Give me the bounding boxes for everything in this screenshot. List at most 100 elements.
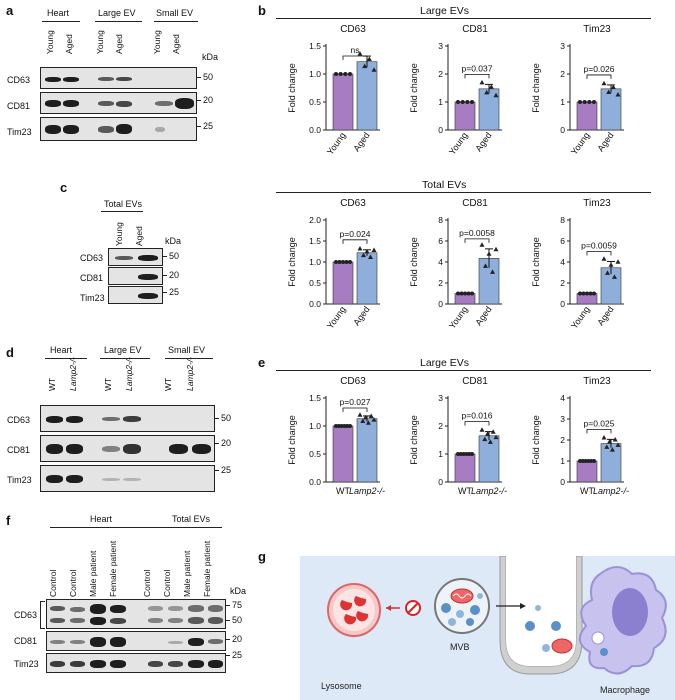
bar <box>454 101 476 131</box>
significance-bracket <box>342 239 368 244</box>
data-point <box>583 459 588 463</box>
blot-f-strip-tim23 <box>46 653 226 673</box>
data-point <box>606 89 612 94</box>
data-point <box>592 100 596 104</box>
y-tick-label: 0 <box>560 477 565 487</box>
blot-f-strip-cd81 <box>46 631 226 651</box>
data-point <box>368 254 373 259</box>
y-tick-label: 3 <box>438 41 443 51</box>
y-tick-label: 0.0 <box>309 125 321 135</box>
data-point <box>493 92 499 98</box>
blot-d-marker-50: 50 <box>221 413 232 423</box>
y-tick-label: 1.5 <box>309 393 321 403</box>
data-point <box>470 291 474 296</box>
y-tick-label: 4 <box>560 257 565 267</box>
y-tick-label: 6 <box>560 236 565 246</box>
data-point <box>342 424 347 428</box>
data-point <box>461 452 466 456</box>
ev-particle <box>542 644 550 652</box>
chart-b6: Tim23 Fold change 0 2 4 6 8 Young Aged p=0.0059 <box>531 198 624 331</box>
blot-a-lane-6: Aged <box>171 34 181 54</box>
data-point <box>479 79 485 85</box>
data-point <box>366 56 372 61</box>
data-point <box>601 256 607 261</box>
blot-a-marker-25: 25 <box>203 121 214 131</box>
y-tick-label: 3 <box>560 41 565 51</box>
y-tick-label: 0 <box>560 125 565 135</box>
data-point <box>615 442 621 447</box>
data-point <box>581 291 586 296</box>
y-tick-label: 3 <box>438 393 443 403</box>
data-point <box>345 424 350 428</box>
chart-title: CD81 <box>462 24 488 35</box>
data-point <box>371 247 377 252</box>
chart-title: CD63 <box>340 376 366 387</box>
data-point <box>368 413 374 419</box>
data-point <box>456 100 460 104</box>
blot-a-unit: kDa <box>202 52 219 62</box>
blocked-icon <box>405 600 421 616</box>
bar <box>454 453 476 483</box>
data-point <box>592 459 596 463</box>
data-point <box>479 427 485 432</box>
blot-d-lane-5: WT <box>163 377 173 391</box>
y-tick-label: 2 <box>560 435 565 445</box>
panel-label-f: f <box>6 513 11 528</box>
y-axis-label: Fold change <box>531 63 541 113</box>
data-point <box>490 429 496 434</box>
bar <box>356 418 378 483</box>
blot-d-lane-1: WT <box>47 377 57 391</box>
chart-title: CD81 <box>462 198 488 209</box>
significance-bracket <box>586 74 612 79</box>
y-tick-label: 0.5 <box>309 449 321 459</box>
bar <box>332 261 354 305</box>
blot-f-row-cd81: CD81 <box>14 636 38 646</box>
lysosome-label: Lysosome <box>321 681 362 691</box>
y-axis-label: Fold change <box>531 237 541 287</box>
y-tick-label: 0.0 <box>309 299 321 309</box>
data-point <box>486 251 492 256</box>
blot-a-group-small-ev: Small EV <box>156 8 194 18</box>
data-point <box>456 291 460 296</box>
x-tick-label: Young <box>325 304 348 330</box>
y-tick-label: 1 <box>560 97 565 107</box>
blot-c-marker-20: 20 <box>169 270 180 280</box>
data-point <box>343 72 348 76</box>
x-tick-label: Young <box>447 130 470 156</box>
data-point <box>607 439 613 444</box>
data-point <box>464 452 469 456</box>
data-point <box>339 424 344 428</box>
mvb-icon <box>434 578 490 634</box>
mitochondria-icon <box>551 638 573 654</box>
chart-title: Tim23 <box>583 376 611 387</box>
data-point <box>334 72 338 76</box>
data-point <box>578 100 582 104</box>
chart-b1: CD63 Fold change 0.0 0.5 1.0 1.5 Young Aged ns <box>287 24 380 157</box>
mvb-label: MVB <box>450 642 470 652</box>
data-point <box>371 417 377 422</box>
nucleus-icon <box>612 588 648 636</box>
x-tick-label: Young <box>447 304 470 330</box>
data-point <box>357 51 363 56</box>
data-point <box>459 291 464 296</box>
chart-b2: CD81 Fold change 0 1 2 3 Young Aged p=0.037 <box>409 24 502 157</box>
data-point <box>490 269 495 274</box>
y-tick-label: 1 <box>438 97 443 107</box>
significance-bracket <box>464 421 490 426</box>
panel-label-d: d <box>6 345 14 360</box>
blot-a-marker-50: 50 <box>203 72 214 82</box>
macrophage-label: Macrophage <box>600 685 650 695</box>
chart-title: Tim23 <box>583 24 611 35</box>
y-axis-label: Fold change <box>287 415 297 465</box>
panel-e-large-evs-header: Large EVs <box>420 357 470 369</box>
y-tick-label: 0.0 <box>309 477 321 487</box>
data-point <box>580 459 585 463</box>
panel-label-a: a <box>6 3 14 18</box>
blot-f-lane-3: Male patient <box>88 550 98 597</box>
data-point <box>334 424 338 428</box>
bar <box>576 460 598 483</box>
blot-f-lane-5: Control <box>142 569 152 597</box>
